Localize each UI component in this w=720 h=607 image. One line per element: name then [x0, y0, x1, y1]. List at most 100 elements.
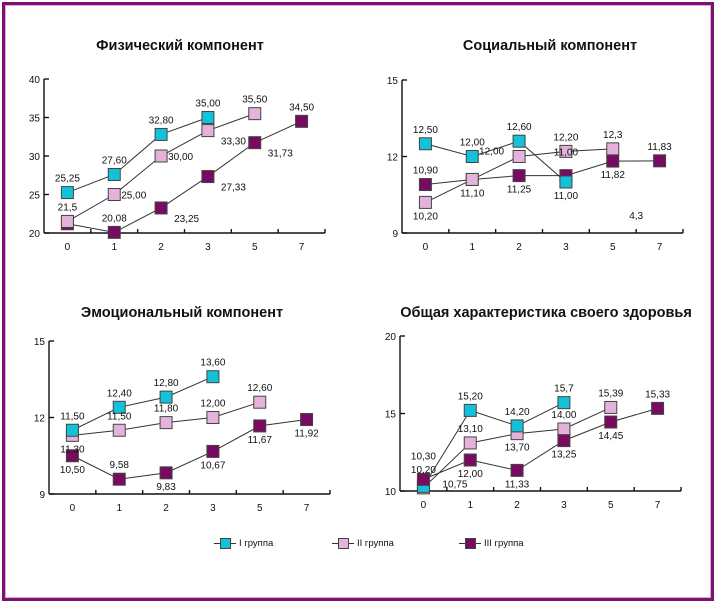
chart-title: Социальный компонент — [463, 38, 637, 54]
y-tick-label: 15 — [385, 410, 397, 421]
data-label-group1: 11,50 — [60, 411, 85, 422]
data-label-group3: 10,90 — [413, 166, 438, 177]
data-point-group2 — [159, 416, 173, 430]
data-point-group2 — [201, 124, 215, 138]
data-point-group3 — [557, 434, 571, 448]
data-point-group3 — [65, 449, 79, 463]
series-line-group1 — [67, 117, 209, 194]
x-tick-label: 7 — [655, 500, 661, 511]
data-label-group2: 11,30 — [60, 444, 85, 455]
data-point-group1 — [418, 137, 432, 151]
data-label-group1: 14,20 — [505, 407, 530, 418]
y-tick-label: 9 — [39, 490, 45, 501]
y-tick-label: 12 — [34, 414, 46, 425]
data-label-group2: 12,3 — [603, 130, 623, 141]
data-label-group3: 11,33 — [505, 479, 530, 490]
x-tick-label: 3 — [563, 242, 569, 253]
data-label-group1: 15,20 — [458, 391, 483, 402]
data-label-group2: 30,00 — [168, 152, 193, 163]
legend-item-group2: II группа — [332, 534, 394, 552]
data-label-group1: 15,7 — [554, 384, 574, 395]
data-point-group2 — [463, 436, 477, 450]
data-point-group1 — [557, 396, 571, 410]
x-tick-label: 2 — [516, 242, 522, 253]
figure-frame — [2, 2, 714, 601]
series-line-group3 — [67, 120, 302, 233]
data-point-group2 — [112, 423, 126, 437]
x-tick-label: 5 — [610, 242, 616, 253]
series-line-group1 — [425, 140, 567, 183]
x-tick-label: 0 — [421, 500, 427, 511]
x-tick-label: 0 — [65, 242, 71, 253]
data-label-group3: 9,58 — [110, 460, 130, 471]
legend-item-group1: I группа — [214, 534, 273, 552]
data-point-group3 — [201, 170, 215, 184]
data-label-group2: 21,5 — [58, 202, 78, 213]
data-point-group3 — [300, 413, 314, 427]
series-line-group3 — [72, 419, 307, 480]
annotation-label: 4,3 — [629, 211, 643, 222]
data-label-group2: 12,60 — [247, 383, 272, 394]
data-point-group2 — [60, 214, 74, 228]
x-tick-label: 7 — [299, 242, 305, 253]
data-label-group1: 35,00 — [195, 99, 220, 110]
data-label-group3: 10,50 — [60, 465, 85, 476]
data-label-group2: 11,80 — [154, 404, 179, 415]
data-point-group3 — [295, 114, 309, 128]
data-point-group3 — [253, 419, 267, 433]
y-tick-label: 15 — [34, 337, 46, 348]
data-label-group2: 25,00 — [121, 191, 146, 202]
data-point-group1 — [201, 111, 215, 124]
x-tick-label: 1 — [116, 503, 122, 514]
data-label-group1: 27,60 — [102, 155, 127, 166]
data-point-group2 — [559, 144, 573, 158]
data-point-group2 — [154, 149, 168, 163]
data-label-group1: 13,60 — [200, 358, 225, 369]
data-label-group2: 12,20 — [553, 132, 578, 143]
x-tick-label: 5 — [608, 500, 614, 511]
y-tick-label: 20 — [385, 332, 397, 343]
data-point-group1 — [512, 134, 526, 148]
chart-title: Общая характеристика своего здоровья — [400, 305, 692, 321]
data-point-group2 — [248, 107, 262, 121]
y-tick-label: 9 — [392, 229, 398, 240]
y-tick-label: 20 — [29, 229, 41, 240]
data-point-group3 — [512, 169, 526, 183]
data-point-group3 — [248, 136, 262, 150]
series-line-group3 — [425, 160, 660, 186]
x-tick-label: 2 — [163, 503, 169, 514]
data-label-group2: 12,00 — [200, 399, 225, 410]
data-point-group2 — [606, 142, 620, 156]
data-label-group3: 11,82 — [601, 170, 626, 181]
data-label-group3: 27,33 — [221, 183, 246, 194]
legend-marker-group3 — [459, 537, 481, 549]
data-point-group1 — [107, 167, 121, 181]
x-tick-label: 0 — [423, 242, 429, 253]
legend-marker-group1 — [214, 537, 236, 549]
data-label-group1: 12,50 — [413, 125, 438, 136]
data-label-group3: 11,00 — [554, 148, 579, 159]
x-tick-label: 2 — [514, 500, 520, 511]
series-line-group1 — [72, 376, 214, 431]
data-point-group3 — [206, 444, 220, 458]
data-label-group1: 10,30 — [411, 451, 436, 462]
x-tick-label: 7 — [304, 503, 310, 514]
legend-item-group3: III группа — [459, 534, 524, 552]
x-tick-label: 7 — [657, 242, 663, 253]
data-point-group1 — [112, 400, 126, 414]
data-label-group2: 35,50 — [242, 95, 267, 106]
data-point-group1 — [206, 370, 220, 384]
data-label-group3: 11,67 — [248, 435, 273, 446]
data-label-group2: 15,39 — [598, 388, 623, 399]
chart-title: Эмоциональный компонент — [81, 305, 283, 321]
data-point-group3 — [651, 401, 665, 415]
data-point-group3 — [510, 463, 524, 477]
series-line-group1 — [422, 402, 565, 487]
x-tick-label: 0 — [70, 503, 76, 514]
data-label-group3: 13,25 — [551, 450, 576, 461]
data-point-group3 — [416, 472, 430, 486]
data-label-group2: 14,00 — [551, 410, 576, 421]
data-point-group1 — [159, 390, 173, 404]
data-label-group2: 33,30 — [221, 137, 246, 148]
data-label-group1: 12,80 — [154, 378, 179, 389]
